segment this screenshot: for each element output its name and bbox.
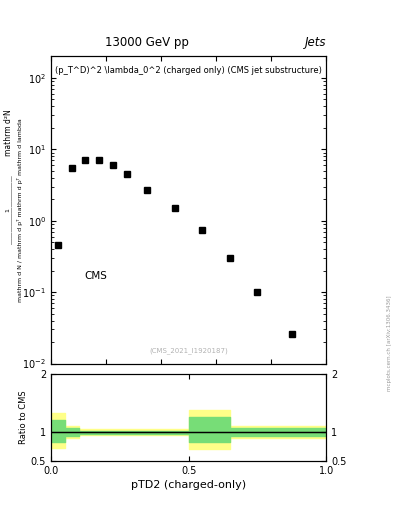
Text: (CMS_2021_I1920187): (CMS_2021_I1920187) <box>149 348 228 354</box>
Text: Jets: Jets <box>305 36 326 49</box>
Text: CMS: CMS <box>84 271 107 282</box>
Y-axis label: Ratio to CMS: Ratio to CMS <box>19 391 28 444</box>
Text: 13000 GeV pp: 13000 GeV pp <box>105 36 189 49</box>
Text: 1
―――――――――――
mathrm d N / mathrm d pᵀ mathrm d pᵀ mathrm d lambda: 1 ――――――――――― mathrm d N / mathrm d pᵀ m… <box>5 118 23 302</box>
Text: mcplots.cern.ch [arXiv:1306.3436]: mcplots.cern.ch [arXiv:1306.3436] <box>387 295 392 391</box>
X-axis label: pTD2 (charged-only): pTD2 (charged-only) <box>131 480 246 490</box>
Text: mathrm d²N: mathrm d²N <box>4 110 13 157</box>
Text: (p_T^D)^2 \lambda_0^2 (charged only) (CMS jet substructure): (p_T^D)^2 \lambda_0^2 (charged only) (CM… <box>55 66 322 75</box>
